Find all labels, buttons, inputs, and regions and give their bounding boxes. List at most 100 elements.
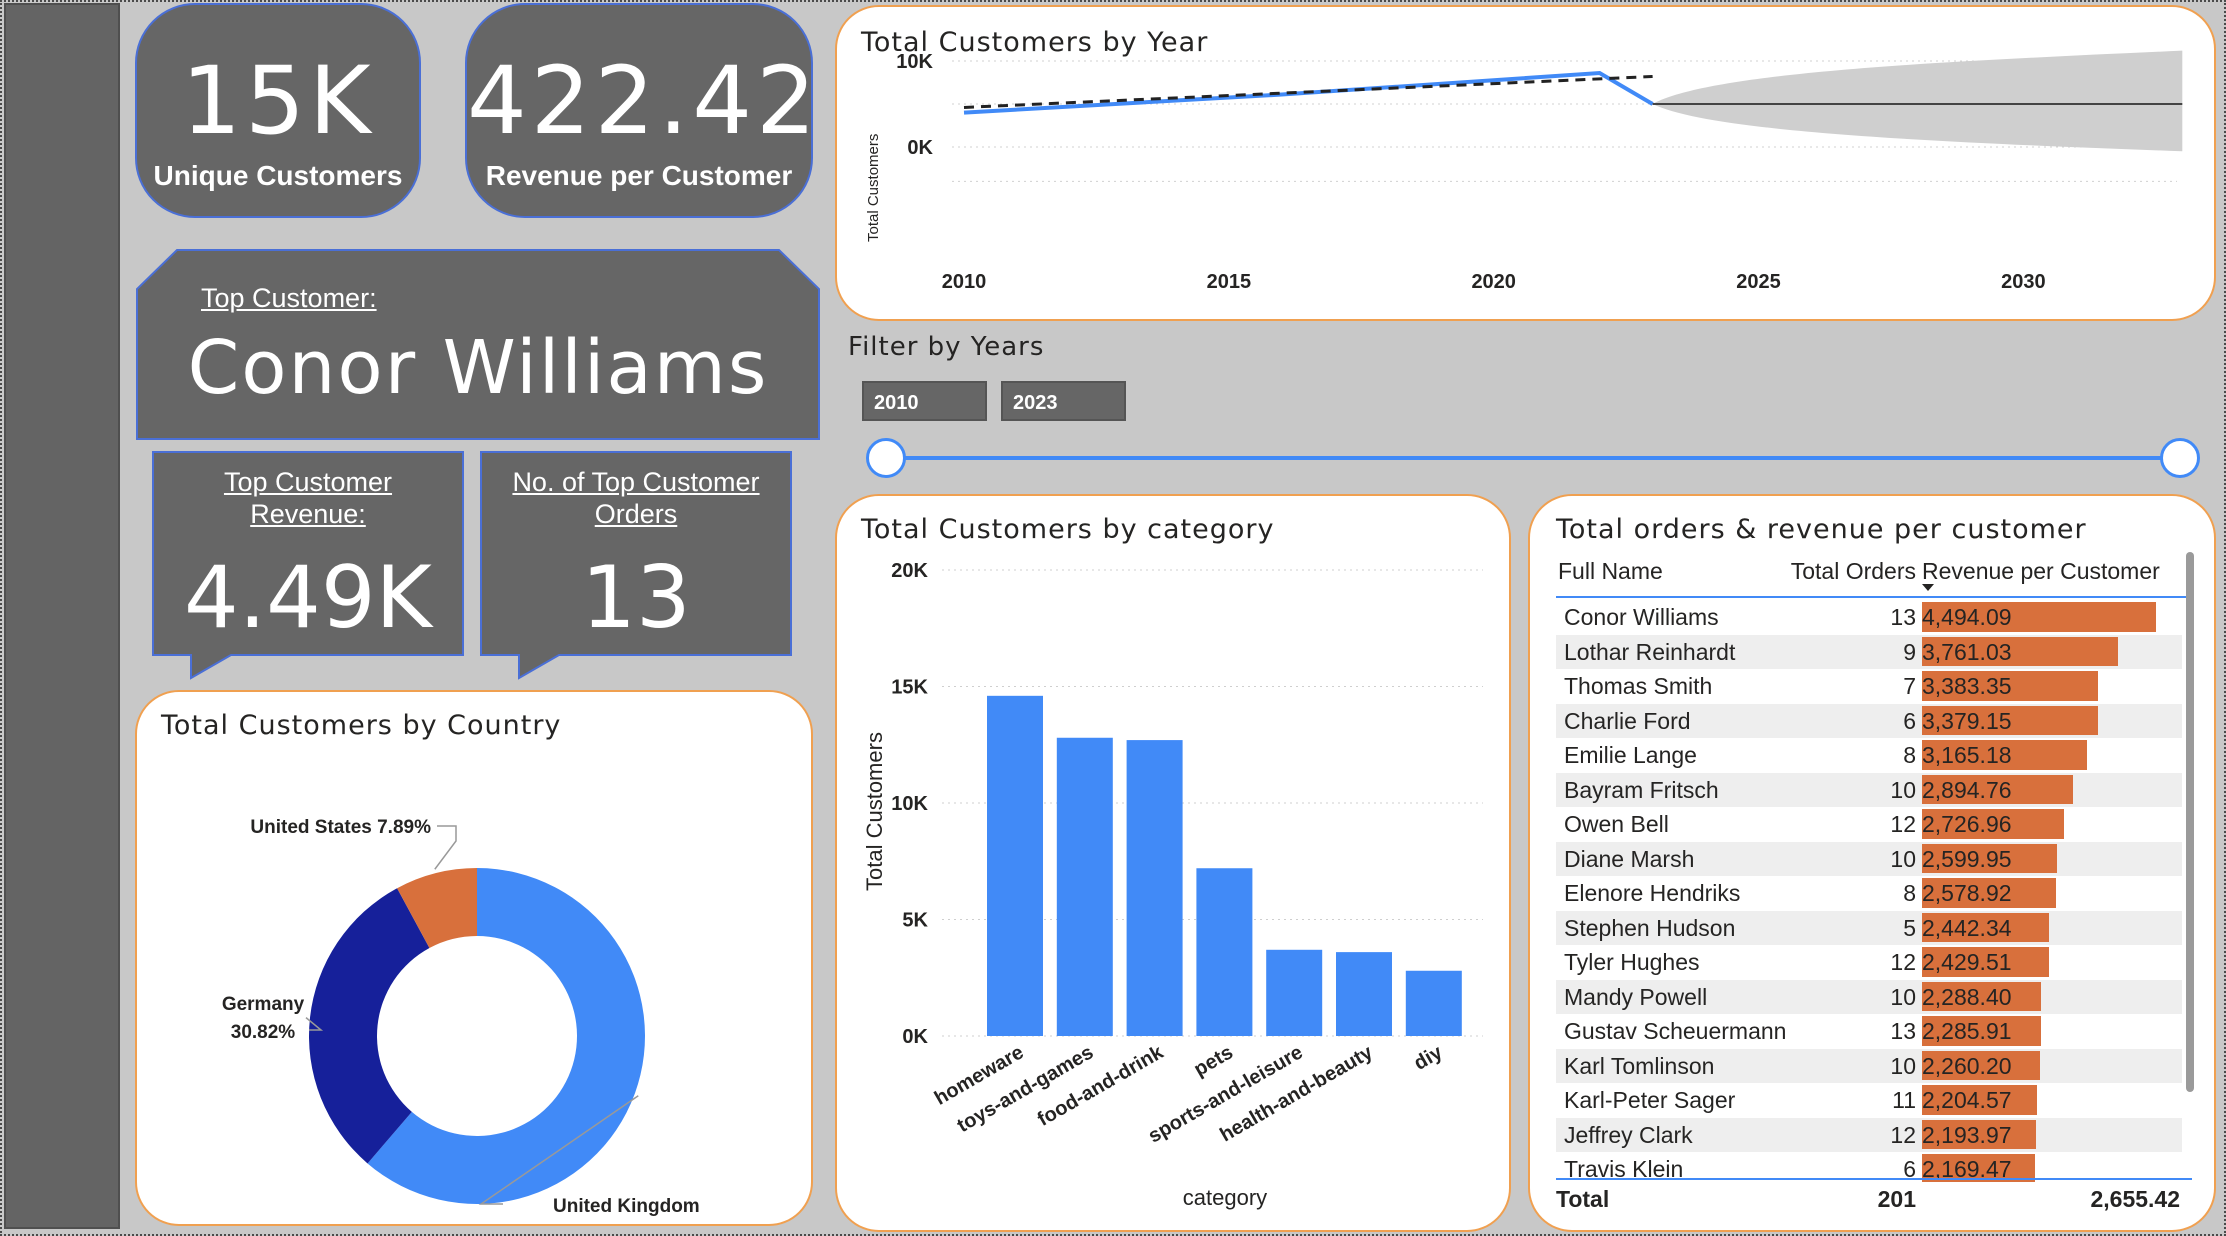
table-row[interactable]: Charlie Ford 6 3,379.15 (1556, 703, 2182, 738)
line-y-tick: 0K (907, 137, 933, 159)
table-row[interactable]: Diane Marsh 10 2,599.95 (1556, 841, 2182, 876)
kpi-unique-customers: 15K Unique Customers (135, 3, 421, 218)
top-customer-name: Conor Williams (187, 325, 769, 411)
table-row[interactable]: Karl Tomlinson 10 2,260.20 (1556, 1048, 2182, 1083)
revenue-cell: 2,260.20 (1922, 1052, 2012, 1079)
year-start-box[interactable]: 2010 (862, 381, 987, 421)
category-bar[interactable] (1266, 949, 1323, 1036)
top-customer-tile: Top Customer: Conor Williams (135, 249, 821, 441)
table-header-divider (1556, 596, 2186, 598)
category-bar[interactable] (987, 695, 1043, 1036)
category-bar[interactable] (1056, 737, 1113, 1036)
customers-line (963, 71, 1654, 115)
revenue-heading-line2: Revenue: (250, 499, 366, 529)
table-row[interactable]: Emilie Lange 8 3,165.18 (1556, 738, 2182, 773)
country-donut-chart[interactable]: United Kingdom 61.3% Germany 30.82% United S… (137, 752, 813, 1226)
year-chart-title: Total Customers by Year (861, 27, 1209, 58)
total-orders-cell: 9 (1903, 638, 1916, 665)
customer-name-cell: Stephen Hudson (1564, 914, 1736, 941)
revenue-data-bar (1922, 843, 2058, 873)
customer-name-cell: Lothar Reinhardt (1564, 638, 1736, 665)
total-orders-cell: 6 (1903, 1156, 1916, 1182)
table-row[interactable]: Lothar Reinhardt 9 3,761.03 (1556, 634, 2182, 669)
table-row[interactable]: Tyler Hughes 12 2,429.51 (1556, 945, 2182, 980)
country-slice[interactable] (367, 868, 645, 1204)
col-header-revenue[interactable]: Revenue per Customer (1922, 558, 2160, 584)
table-row[interactable]: Owen Bell 12 2,726.96 (1556, 807, 2182, 842)
year-line-card: Total Customers by Year 10K 0K Total Custo… (835, 5, 2216, 321)
country-leader-line (434, 825, 457, 870)
top-customer-orders-tile: No. of Top Customer Orders 13 (479, 450, 793, 655)
revenue-data-bar (1922, 774, 2073, 804)
bar-y-tick: 10K (891, 793, 928, 815)
revenue-cell: 2,288.40 (1922, 983, 2012, 1010)
total-orders-cell: 8 (1903, 880, 1916, 906)
category-bar[interactable] (1196, 868, 1253, 1036)
table-row[interactable]: Gustav Scheuermann 13 2,285.91 (1556, 1014, 2182, 1049)
customer-name-cell: Jeffrey Clark (1564, 1121, 1693, 1148)
total-orders-cell: 12 (1890, 1121, 1916, 1148)
col-header-name[interactable]: Full Name (1558, 558, 1663, 584)
country-donut-card: Total Customers by Country United Kingdo… (135, 690, 813, 1226)
table-row[interactable]: Elenore Hendriks 8 2,578.92 (1556, 876, 2182, 911)
revenue-data-bar (1922, 947, 2049, 977)
table-row[interactable]: Travis Klein 6 2,169.47 (1556, 1152, 2182, 1182)
country-label: Germany (222, 994, 305, 1015)
bar-y-tick: 0K (902, 1026, 928, 1048)
country-leader-line (478, 1095, 639, 1205)
revenue-data-bar (1922, 878, 2057, 908)
revenue-cell: 2,429.51 (1922, 949, 2012, 975)
customer-name-cell: Conor Williams (1564, 604, 1719, 630)
revenue-data-bar (1922, 1119, 2037, 1149)
category-bar-card: Total Customers by category 0K 5K 10K 15K 20… (835, 494, 1511, 1232)
revenue-data-bar (1922, 1154, 2035, 1182)
country-label: United Kingdom (553, 1196, 700, 1217)
country-label: United States 7.89% (250, 817, 431, 838)
total-orders-cell: 10 (1890, 845, 1916, 872)
customer-name-cell: Karl-Peter Sager (1564, 1087, 1736, 1113)
orders-table-card: Total orders & revenue per customer Full… (1528, 494, 2216, 1232)
year-line-chart[interactable]: 10K 0K Total Customers 2010 2015 2020 2025 2030 (837, 7, 2216, 321)
table-row[interactable]: Karl-Peter Sager 11 2,204.57 (1556, 1083, 2182, 1118)
revenue-data-bar (1922, 602, 2156, 632)
table-row[interactable]: Jeffrey Clark 12 2,193.97 (1556, 1117, 2182, 1152)
year-end-box[interactable]: 2023 (1001, 381, 1126, 421)
kpi-revenue-per-customer: 422.42 Revenue per Customer (465, 3, 820, 218)
revenue-data-bar (1922, 981, 2042, 1011)
kpi-value: 422.42 (467, 47, 820, 156)
slider-end-handle[interactable] (2160, 438, 2200, 478)
revenue-cell: 2,193.97 (1922, 1121, 2012, 1148)
slider-start-handle[interactable] (866, 438, 906, 478)
revenue-data-bar (1922, 912, 2050, 942)
total-label: Total (1556, 1186, 1610, 1212)
top-customer-orders-value: 13 (581, 548, 691, 648)
category-bar[interactable] (1336, 952, 1392, 1036)
country-slice[interactable] (397, 868, 477, 949)
table-row[interactable]: Thomas Smith 7 3,383.35 (1556, 669, 2182, 704)
total-orders-cell: 13 (1890, 1018, 1916, 1044)
table-scrollbar[interactable] (2186, 552, 2194, 1092)
table-row[interactable]: Conor Williams 13 4,494.09 (1556, 600, 2182, 635)
table-row[interactable]: Mandy Powell 10 2,288.40 (1556, 979, 2182, 1014)
revenue-cell: 3,165.18 (1922, 742, 2012, 768)
col-header-orders[interactable]: Total Orders (1790, 558, 1916, 584)
table-row[interactable]: Stephen Hudson 5 2,442.34 (1556, 910, 2182, 945)
total-orders-cell: 12 (1890, 811, 1916, 837)
category-bar[interactable] (1405, 970, 1462, 1036)
total-revenue: 2,655.42 (2090, 1186, 2180, 1212)
country-slice[interactable] (309, 888, 430, 1164)
bar-y-axis-label: Total Customers (862, 732, 887, 891)
total-orders-cell: 7 (1903, 673, 1916, 699)
year-slider[interactable] (866, 438, 2200, 478)
orders-heading-line2: Orders (594, 499, 678, 529)
line-x-tick: 2015 (1207, 271, 1252, 293)
table-row[interactable]: Bayram Fritsch 10 2,894.76 (1556, 772, 2182, 807)
bar-x-tick: pets (1190, 1041, 1237, 1081)
orders-callout-shape (480, 451, 792, 680)
revenue-data-bar (1922, 1085, 2037, 1115)
revenue-cell: 4,494.09 (1922, 604, 2012, 630)
category-bar[interactable] (1126, 740, 1183, 1036)
top-customer-heading: Top Customer: (201, 283, 377, 313)
revenue-cell: 2,726.96 (1922, 811, 2012, 837)
